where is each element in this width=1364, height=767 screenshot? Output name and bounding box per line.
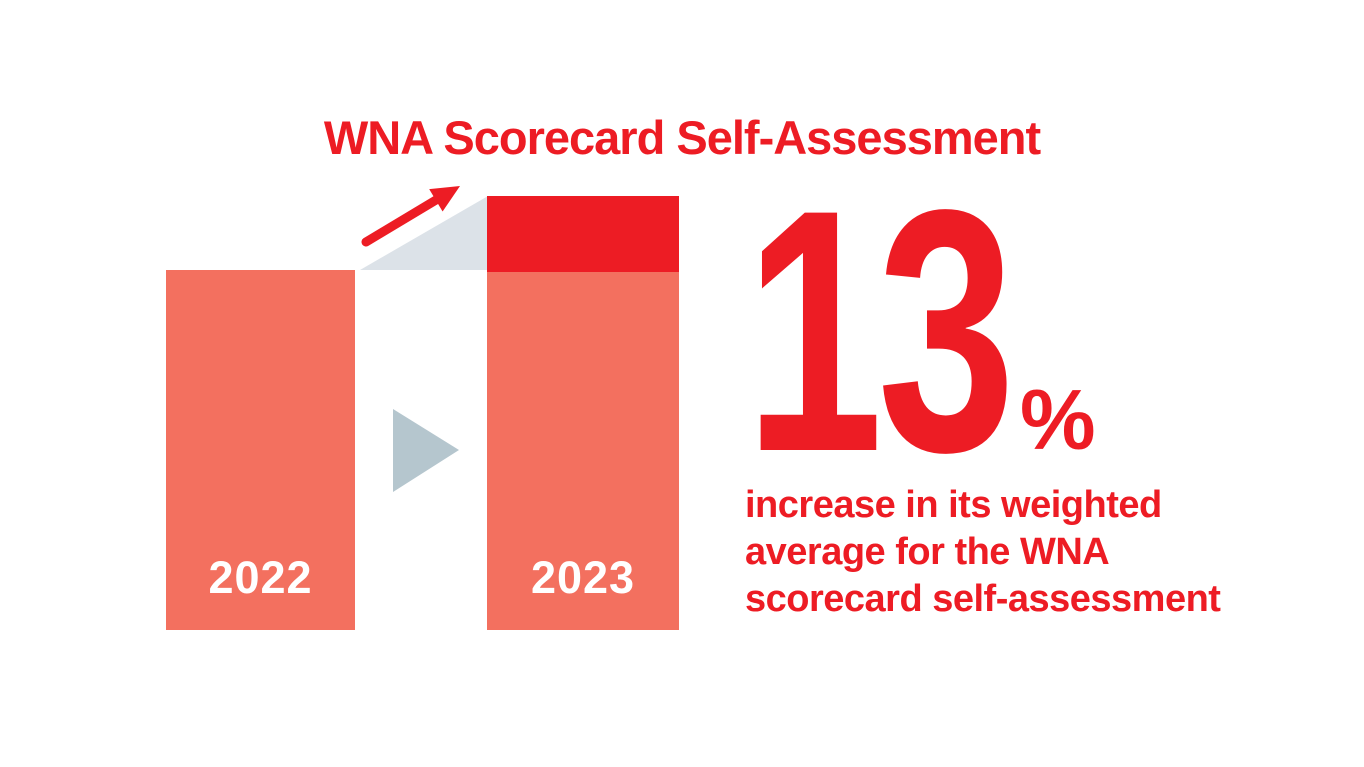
page-title: WNA Scorecard Self-Assessment [323,111,1041,164]
stat-value: 13 [745,139,1016,524]
stat-description-line-3: scorecard self-assessment [745,578,1221,620]
bar-2023-label: 2023 [530,552,636,603]
stat-description-line-2: average for the WNA [745,531,1110,573]
bar-2022: 2022 [166,270,355,630]
bar-2022-label: 2022 [208,552,313,603]
bar-2023-increase-segment [487,196,679,272]
trend-up-arrow-icon [361,186,460,247]
stat-description: increase in its weighted average for the… [745,482,1221,623]
right-pointing-triangle-icon [393,409,459,492]
percent-sign: % [1020,373,1096,468]
bar-2023: 2023 [487,196,679,630]
stat-description-line-1: increase in its weighted [745,484,1162,526]
